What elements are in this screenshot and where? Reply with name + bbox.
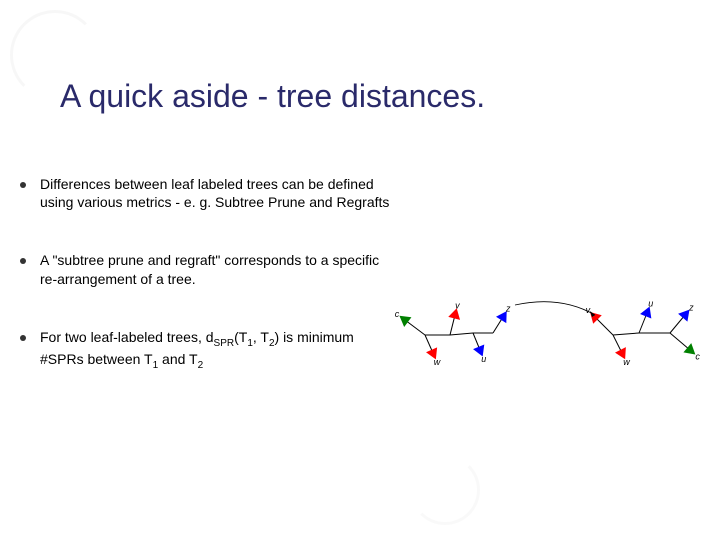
spr-diagram: c w v u z v w u z c bbox=[395, 270, 715, 400]
bullet-item: For two leaf-labeled trees, dSPR(T1, T2)… bbox=[20, 328, 400, 372]
svg-text:w: w bbox=[434, 357, 441, 367]
svg-text:u: u bbox=[481, 354, 486, 364]
bg-swirl-bottom bbox=[410, 455, 480, 525]
bullet-marker bbox=[20, 182, 26, 188]
slide-title: A quick aside - tree distances. bbox=[60, 78, 485, 115]
svg-text:v: v bbox=[455, 300, 460, 310]
svg-text:c: c bbox=[395, 309, 400, 319]
svg-text:w: w bbox=[623, 357, 630, 367]
bullet-text: For two leaf-labeled trees, dSPR(T1, T2)… bbox=[40, 328, 400, 372]
bullet-marker bbox=[20, 335, 26, 341]
bullet-list: Differences between leaf labeled trees c… bbox=[20, 175, 400, 411]
bullet-marker bbox=[20, 258, 26, 264]
bullet-text: Differences between leaf labeled trees c… bbox=[40, 175, 400, 211]
bullet-item: Differences between leaf labeled trees c… bbox=[20, 175, 400, 211]
bullet-item: A "subtree prune and regraft" correspond… bbox=[20, 251, 400, 287]
svg-text:z: z bbox=[505, 304, 511, 314]
svg-text:z: z bbox=[688, 302, 694, 312]
svg-text:v: v bbox=[586, 305, 591, 315]
bullet-text: A "subtree prune and regraft" correspond… bbox=[40, 251, 400, 287]
svg-text:c: c bbox=[695, 351, 700, 361]
svg-text:u: u bbox=[648, 299, 653, 309]
